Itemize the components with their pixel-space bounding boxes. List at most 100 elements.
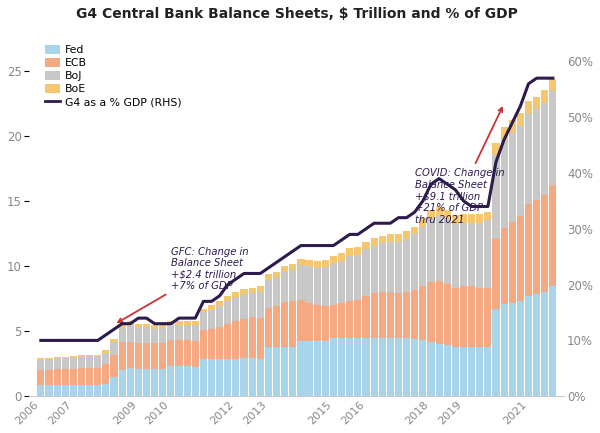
Bar — [78, 368, 85, 385]
Bar — [346, 256, 353, 301]
Bar — [362, 242, 370, 249]
Bar — [78, 357, 85, 368]
Bar — [232, 321, 239, 359]
Bar — [395, 338, 402, 396]
Bar — [379, 243, 386, 292]
Bar — [46, 370, 53, 385]
Bar — [533, 200, 540, 294]
Bar — [159, 343, 166, 368]
Bar — [94, 356, 101, 368]
Bar — [70, 368, 77, 385]
Bar — [127, 326, 134, 342]
Bar — [208, 310, 215, 329]
Bar — [248, 359, 256, 396]
Bar — [135, 327, 142, 343]
Legend: Fed, ECB, BoJ, BoE, G4 as a % GDP (RHS): Fed, ECB, BoJ, BoE, G4 as a % GDP (RHS) — [40, 41, 186, 112]
Bar — [371, 246, 377, 294]
Bar — [314, 261, 321, 268]
Bar — [379, 292, 386, 338]
Bar — [119, 324, 125, 328]
Bar — [53, 359, 61, 369]
Bar — [419, 218, 427, 226]
Bar — [468, 214, 475, 223]
Bar — [305, 266, 313, 303]
Bar — [403, 338, 410, 396]
Bar — [119, 328, 125, 342]
Bar — [411, 227, 418, 234]
Bar — [102, 384, 109, 396]
Bar — [362, 249, 370, 296]
Bar — [541, 292, 548, 396]
Bar — [305, 341, 313, 396]
Bar — [94, 355, 101, 356]
Bar — [281, 272, 288, 302]
Bar — [102, 352, 109, 364]
Bar — [184, 340, 191, 366]
Bar — [354, 255, 361, 300]
Bar — [78, 355, 85, 357]
Bar — [493, 155, 500, 239]
Bar — [379, 236, 386, 243]
Bar — [493, 309, 500, 396]
Bar — [509, 223, 516, 303]
Bar — [443, 284, 451, 346]
Bar — [191, 321, 199, 325]
Bar — [175, 325, 182, 340]
Bar — [387, 242, 394, 292]
Bar — [346, 338, 353, 396]
Bar — [37, 359, 44, 360]
Bar — [62, 369, 69, 385]
Bar — [533, 97, 540, 109]
Bar — [500, 304, 508, 396]
Bar — [53, 369, 61, 385]
Bar — [550, 78, 556, 91]
Bar — [322, 340, 329, 396]
Bar — [151, 369, 158, 396]
Bar — [411, 339, 418, 396]
Bar — [468, 347, 475, 396]
Bar — [525, 204, 532, 296]
Bar — [419, 286, 427, 340]
Bar — [200, 330, 207, 359]
Bar — [281, 347, 288, 396]
Bar — [362, 338, 370, 396]
Bar — [265, 308, 272, 347]
Bar — [322, 306, 329, 340]
Bar — [354, 300, 361, 338]
Bar — [127, 342, 134, 368]
Bar — [338, 338, 345, 396]
Bar — [484, 347, 491, 396]
Bar — [216, 306, 223, 326]
Bar — [167, 340, 175, 366]
Bar — [143, 343, 150, 369]
Bar — [273, 271, 280, 278]
Title: G4 Central Bank Balance Sheets, $ Trillion and % of GDP: G4 Central Bank Balance Sheets, $ Trilli… — [76, 7, 518, 21]
Bar — [436, 207, 443, 216]
Bar — [151, 343, 158, 369]
Bar — [509, 120, 516, 133]
Bar — [289, 301, 296, 347]
Bar — [37, 360, 44, 370]
Bar — [70, 357, 77, 368]
Bar — [452, 288, 459, 347]
Bar — [37, 385, 44, 396]
Bar — [500, 140, 508, 228]
Bar — [298, 259, 305, 265]
Bar — [443, 210, 451, 219]
Bar — [468, 223, 475, 286]
Bar — [273, 278, 280, 307]
Bar — [175, 340, 182, 366]
Bar — [427, 282, 434, 342]
Bar — [265, 347, 272, 396]
Bar — [387, 234, 394, 242]
Bar — [395, 242, 402, 294]
Bar — [241, 319, 248, 359]
Bar — [241, 289, 248, 294]
Bar — [184, 366, 191, 396]
Bar — [200, 359, 207, 396]
Bar — [46, 385, 53, 396]
Bar — [500, 127, 508, 140]
Bar — [191, 340, 199, 367]
Bar — [476, 223, 484, 288]
Bar — [167, 321, 175, 325]
